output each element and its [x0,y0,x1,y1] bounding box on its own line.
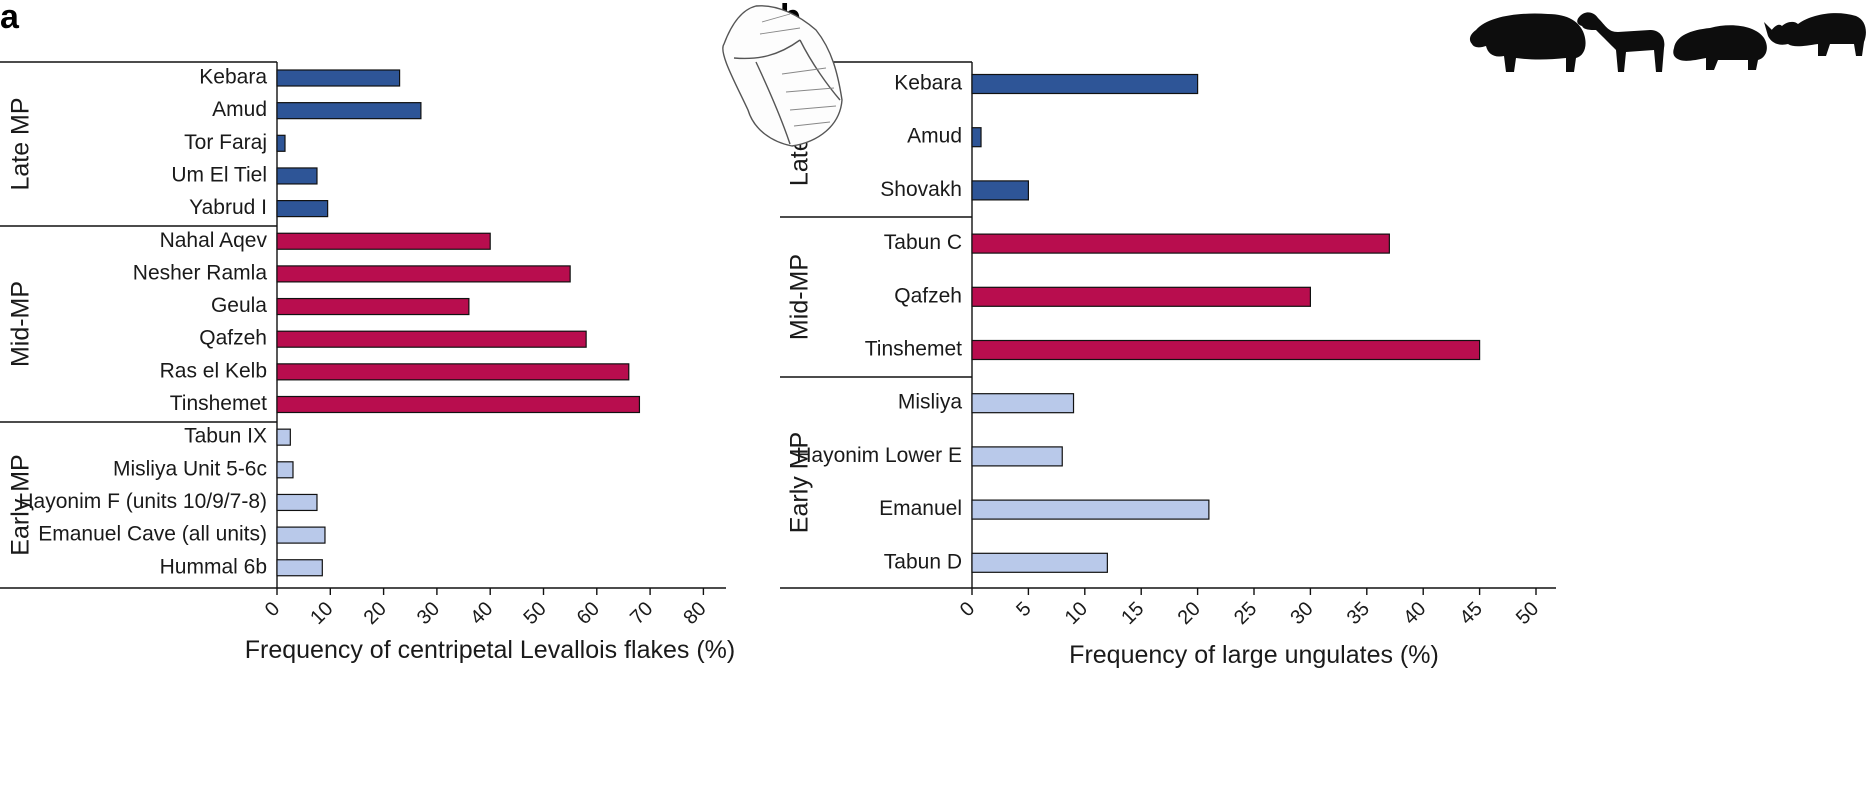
x-tick-label: 0 [261,598,284,621]
category-label: Amud [907,125,962,148]
x-tick-label: 45 [1456,598,1487,629]
bar-kebara [971,73,1199,95]
bar-tabun-c [971,233,1390,254]
bar-shovakh [971,180,1030,201]
category-label: Hummal 6b [160,555,267,578]
group-label-early-mp: Early MP [786,432,814,533]
category-label: Ras el Kelb [160,359,267,382]
category-label: Kebara [199,66,267,89]
x-tick-label: 20 [360,598,391,629]
category-label: Emanuel Cave (all units) [38,523,267,546]
category-label: Geula [211,294,267,317]
x-tick-label: 30 [1286,598,1317,629]
x-tick-label: 40 [466,598,497,629]
hippopotamus-silhouette-icon [1673,25,1767,70]
category-label: Tabun D [884,550,962,573]
x-tick-label: 10 [306,598,337,629]
category-label: Misliya Unit 5-6c [113,457,267,480]
category-label: Shovakh [880,178,962,201]
panel-b-chart: b05101520253035404550Frequency of large … [780,0,1556,669]
x-tick-label: 50 [1512,598,1543,629]
panel-a-chart: a 0 10 20 30 40 50 60 70 80 Frequency of centripet… [0,0,735,664]
category-label: Hayonim Lower E [796,444,962,467]
x-tick-label: 25 [1230,598,1261,629]
bar-qafzeh [276,330,587,348]
bar-amud [971,127,982,148]
bar-tor-faraj [276,134,286,152]
panel-label-a: a [0,0,20,36]
bar-hummal-6b [276,559,323,577]
bar-hayonim-lower-e [971,446,1063,467]
levallois-flake-icon [722,5,843,147]
x-tick-label: 15 [1117,598,1148,629]
bar-kebara [276,69,401,87]
x-tick-label: 35 [1343,598,1374,629]
x-tick-label: 30 [413,598,444,629]
x-tick-label: 80 [679,598,710,629]
x-axis-title: Frequency of centripetal Levallois flake… [245,636,736,664]
category-label: Um El Tiel [171,163,267,186]
bar-nahal-aqev [276,232,491,250]
group-label-late-mp: Late MP [7,97,35,190]
category-label: Qafzeh [894,284,962,307]
category-label: Amud [212,98,267,121]
bar-emanuel [971,499,1210,520]
group-label-early-mp: Early MP [7,454,35,555]
category-label: Tor Faraj [184,131,267,154]
x-tick-label: 0 [956,598,979,621]
x-axis-title: Frequency of large ungulates (%) [1069,641,1439,669]
x-tick-label: 60 [573,598,604,629]
bar-ras-el-kelb [276,363,630,381]
group-label-mid-mp: Mid-MP [786,254,814,340]
x-tick-label: 20 [1174,598,1205,629]
x-tick-label: 50 [519,598,550,629]
equid-silhouette-icon [1577,12,1665,72]
bar-amud [276,102,422,120]
rhinoceros-silhouette-icon [1764,13,1866,57]
bar-tinshemet [971,339,1481,361]
bar-tabun-d [971,552,1108,573]
category-label: Tinshemet [170,392,267,415]
x-tick-label: 5 [1012,598,1035,621]
category-label: Nahal Aqev [160,229,268,252]
x-tick-label: 10 [1061,598,1092,629]
category-label: Qafzeh [199,327,267,350]
group-label-mid-mp: Mid-MP [7,281,35,367]
category-label: Tabun IX [184,425,267,448]
category-label: Kebara [894,72,962,95]
x-tick-label: 40 [1399,598,1430,629]
category-label: Misliya [898,391,962,414]
x-tick-label: 70 [626,598,657,629]
category-label: Emanuel [879,497,962,520]
bar-tabun-ix [276,428,291,446]
bar-hayonim-f-units-10-9-7-8- [276,493,318,512]
bar-um-el-tiel [276,167,318,185]
bar-misliya [971,393,1075,414]
bar-emanuel-cave-all-units- [276,526,326,544]
bison-silhouette-icon [1469,13,1586,72]
category-label: Tabun C [884,231,962,254]
category-label: Yabrud I [189,196,267,219]
category-label: Nesher Ramla [133,261,268,284]
category-label: Hayonim F (units 10/9/7-8) [18,490,267,513]
bar-nesher-ramla [276,265,571,283]
bar-geula [276,297,470,316]
bar-qafzeh [971,286,1311,307]
bar-tinshemet [276,395,641,414]
bar-misliya-unit-5-6c [276,461,294,479]
bar-yabrud-i [276,200,329,218]
category-label: Tinshemet [865,338,962,361]
